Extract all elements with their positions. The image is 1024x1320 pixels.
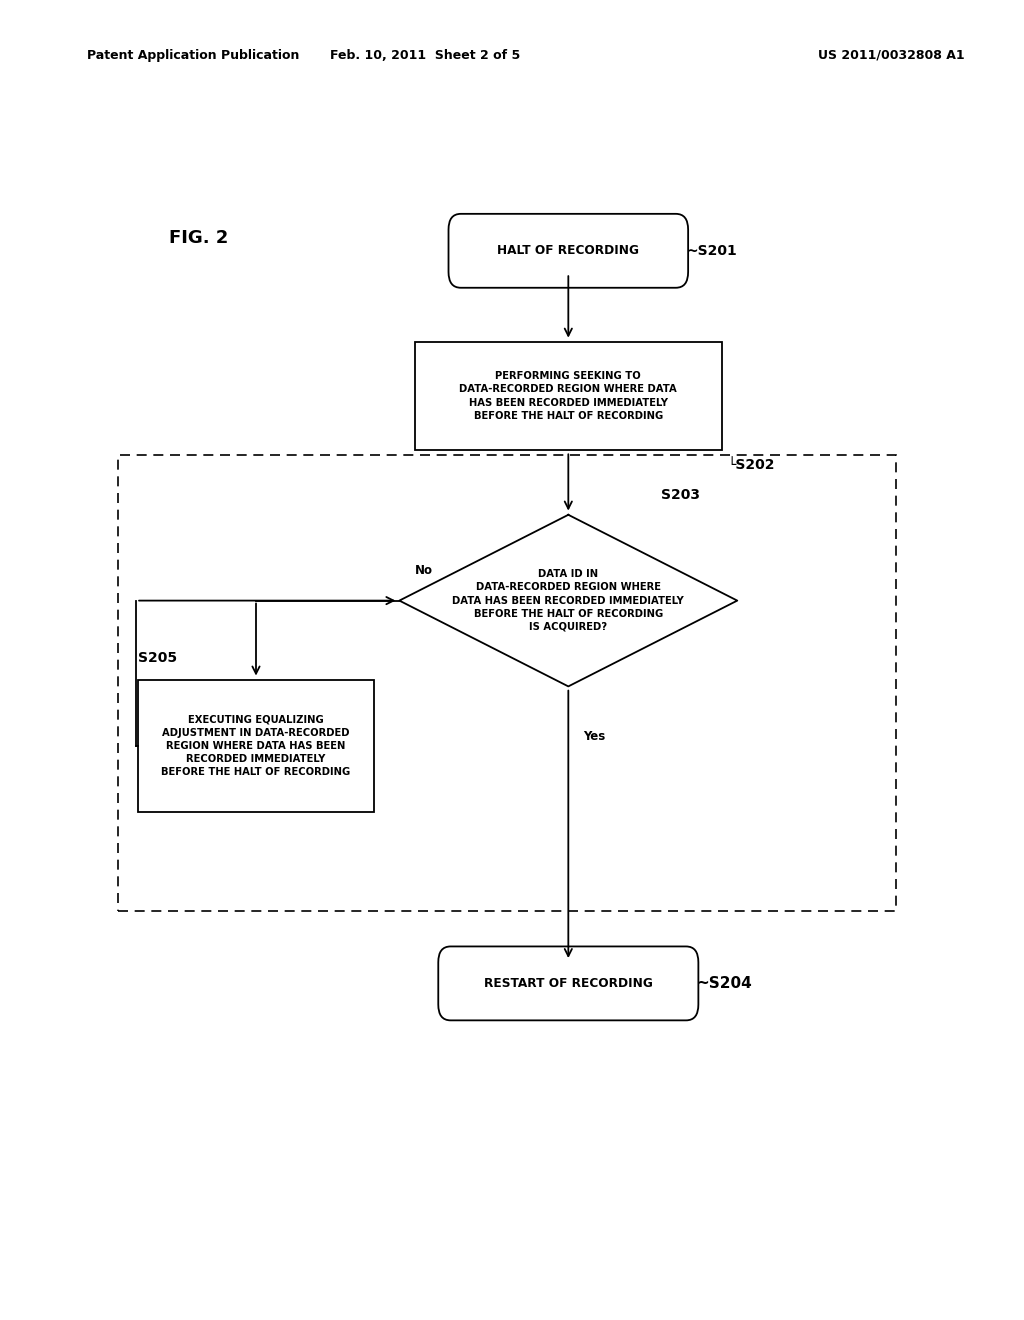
Text: Patent Application Publication: Patent Application Publication [87, 49, 299, 62]
Text: Feb. 10, 2011  Sheet 2 of 5: Feb. 10, 2011 Sheet 2 of 5 [330, 49, 520, 62]
Polygon shape [399, 515, 737, 686]
Text: └S202: └S202 [727, 458, 774, 473]
FancyBboxPatch shape [438, 946, 698, 1020]
Bar [118, 455, 896, 911]
Text: Yes: Yes [583, 730, 605, 743]
Text: No: No [415, 564, 433, 577]
Text: S205: S205 [138, 651, 177, 665]
FancyBboxPatch shape [449, 214, 688, 288]
Text: ~S201: ~S201 [686, 244, 737, 257]
Text: HALT OF RECORDING: HALT OF RECORDING [498, 244, 639, 257]
Bar [415, 342, 722, 450]
Text: DATA ID IN
DATA-RECORDED REGION WHERE
DATA HAS BEEN RECORDED IMMEDIATELY
BEFORE : DATA ID IN DATA-RECORDED REGION WHERE DA… [453, 569, 684, 632]
Text: PERFORMING SEEKING TO
DATA-RECORDED REGION WHERE DATA
HAS BEEN RECORDED IMMEDIAT: PERFORMING SEEKING TO DATA-RECORDED REGI… [460, 371, 677, 421]
Text: RESTART OF RECORDING: RESTART OF RECORDING [484, 977, 652, 990]
Bar [138, 680, 374, 812]
Text: EXECUTING EQUALIZING
ADJUSTMENT IN DATA-RECORDED
REGION WHERE DATA HAS BEEN
RECO: EXECUTING EQUALIZING ADJUSTMENT IN DATA-… [162, 714, 350, 777]
Text: S203: S203 [662, 487, 700, 502]
Text: FIG. 2: FIG. 2 [169, 228, 228, 247]
Text: US 2011/0032808 A1: US 2011/0032808 A1 [817, 49, 965, 62]
Text: ~S204: ~S204 [696, 975, 752, 991]
